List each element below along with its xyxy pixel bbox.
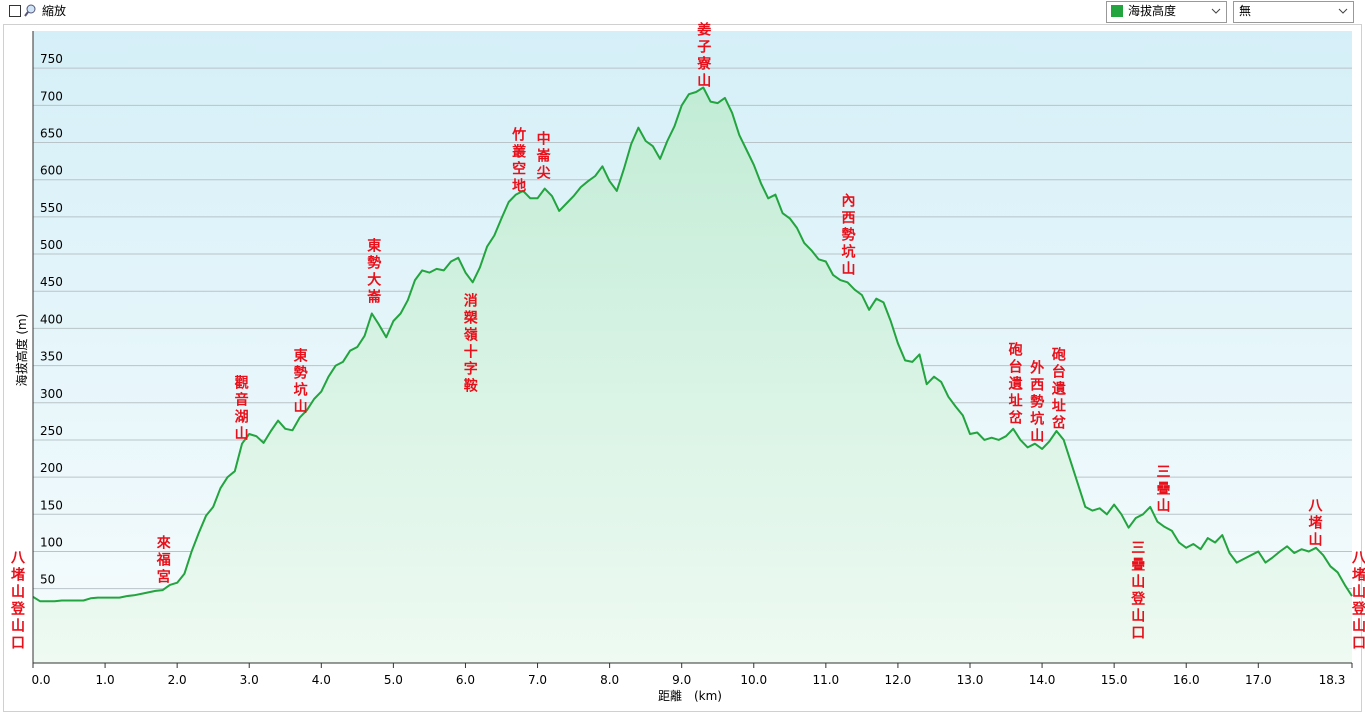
- waypoint-label: 外西勢坑山: [1028, 359, 1044, 445]
- y-tick-label: 100: [40, 535, 63, 549]
- x-tick-label: 12.0: [885, 673, 912, 687]
- zoom-label: 縮放: [42, 3, 66, 18]
- y-tick-label: 350: [40, 350, 63, 364]
- waypoint-label: 八堵山登山口: [1350, 550, 1365, 652]
- waypoint-label: 東勢坑山: [292, 347, 308, 416]
- x-axis-label: 距離 (km): [658, 689, 722, 703]
- y-tick-label: 150: [40, 498, 63, 512]
- waypoint-label: 八堵山登山口: [9, 550, 26, 652]
- y-tick-label: 750: [40, 52, 63, 66]
- waypoint-label: 觀音湖山: [233, 374, 249, 443]
- x-tick-label: 5.0: [384, 673, 403, 687]
- legend-entry: 海拔高度: [1128, 3, 1176, 18]
- x-tick-label: 15.0: [1101, 673, 1128, 687]
- checkbox[interactable]: [9, 5, 21, 17]
- overlay-label: 無: [1239, 3, 1251, 18]
- x-tick-label: 13.0: [957, 673, 984, 687]
- elevation-line: [32, 86, 1353, 603]
- x-tick-label: 0.0: [31, 673, 50, 687]
- x-tick-label: 1.0: [96, 673, 115, 687]
- x-tick-label: 14.0: [1029, 673, 1056, 687]
- x-tick-label: 8.0: [600, 673, 619, 687]
- magnifier-icon: [24, 11, 29, 17]
- x-tick-label: 6.0: [456, 673, 475, 687]
- area-fill: [33, 87, 1352, 663]
- x-tick-label: 9.0: [672, 673, 691, 687]
- y-tick-label: 250: [40, 424, 63, 438]
- x-tick-label: 4.0: [312, 673, 331, 687]
- y-tick-label: 650: [40, 127, 63, 141]
- y-tick-label: 550: [40, 201, 63, 215]
- x-tick-label: 16.0: [1173, 673, 1200, 687]
- dropdown[interactable]: [1233, 1, 1354, 23]
- y-tick-label: 500: [40, 238, 63, 252]
- waypoint-label: 八堵山: [1307, 498, 1324, 549]
- legend-swatch: [1111, 5, 1123, 17]
- dropdown-arrow: [1338, 8, 1348, 14]
- y-axis-label: 海拔高度 (m): [14, 314, 29, 387]
- x-tick-label: 7.0: [528, 673, 547, 687]
- y-tick-label: 400: [40, 312, 63, 326]
- y-tick-label: 50: [40, 573, 55, 587]
- series-select[interactable]: 海拔高度: [1106, 1, 1227, 23]
- x-tick-label: 17.0: [1245, 673, 1272, 687]
- waypoint-label: 竹叢空地: [510, 126, 527, 195]
- x-tick-label: 3.0: [240, 673, 259, 687]
- waypoint-label: 姜子寮山: [695, 21, 712, 90]
- waypoint-label: 三疊山登山口: [1129, 540, 1146, 642]
- x-tick-label: 2.0: [168, 673, 187, 687]
- y-tick-label: 200: [40, 461, 63, 475]
- waypoint-label: 消槊嶺十字鞍: [462, 292, 478, 395]
- overlay-select[interactable]: 無: [1233, 1, 1354, 23]
- y-tick-label: 450: [40, 275, 63, 289]
- waypoint-label: 中崙尖: [535, 130, 552, 182]
- y-tick-label: 700: [40, 89, 63, 103]
- waypoint-label: 砲台遺址岔: [1050, 346, 1066, 432]
- waypoint-label: 東勢大崙: [365, 237, 382, 306]
- waypoint-label: 三疊山: [1154, 464, 1170, 515]
- x-tick-label: 11.0: [812, 673, 839, 687]
- zoom-toggle[interactable]: 縮放: [9, 3, 67, 18]
- y-tick-label: 600: [40, 164, 63, 178]
- magnifier-icon: [26, 4, 36, 14]
- dropdown-arrow: [1211, 8, 1221, 14]
- waypoint-label: 砲台遺址岔: [1007, 341, 1023, 427]
- x-tick-label: 18.3: [1319, 673, 1346, 687]
- waypoint-label: 內西勢坑山: [839, 193, 855, 278]
- waypoint-label: 來福宮: [155, 534, 172, 586]
- x-tick-label: 10.0: [740, 673, 767, 687]
- y-tick-label: 300: [40, 387, 63, 401]
- dropdown[interactable]: [1106, 1, 1227, 23]
